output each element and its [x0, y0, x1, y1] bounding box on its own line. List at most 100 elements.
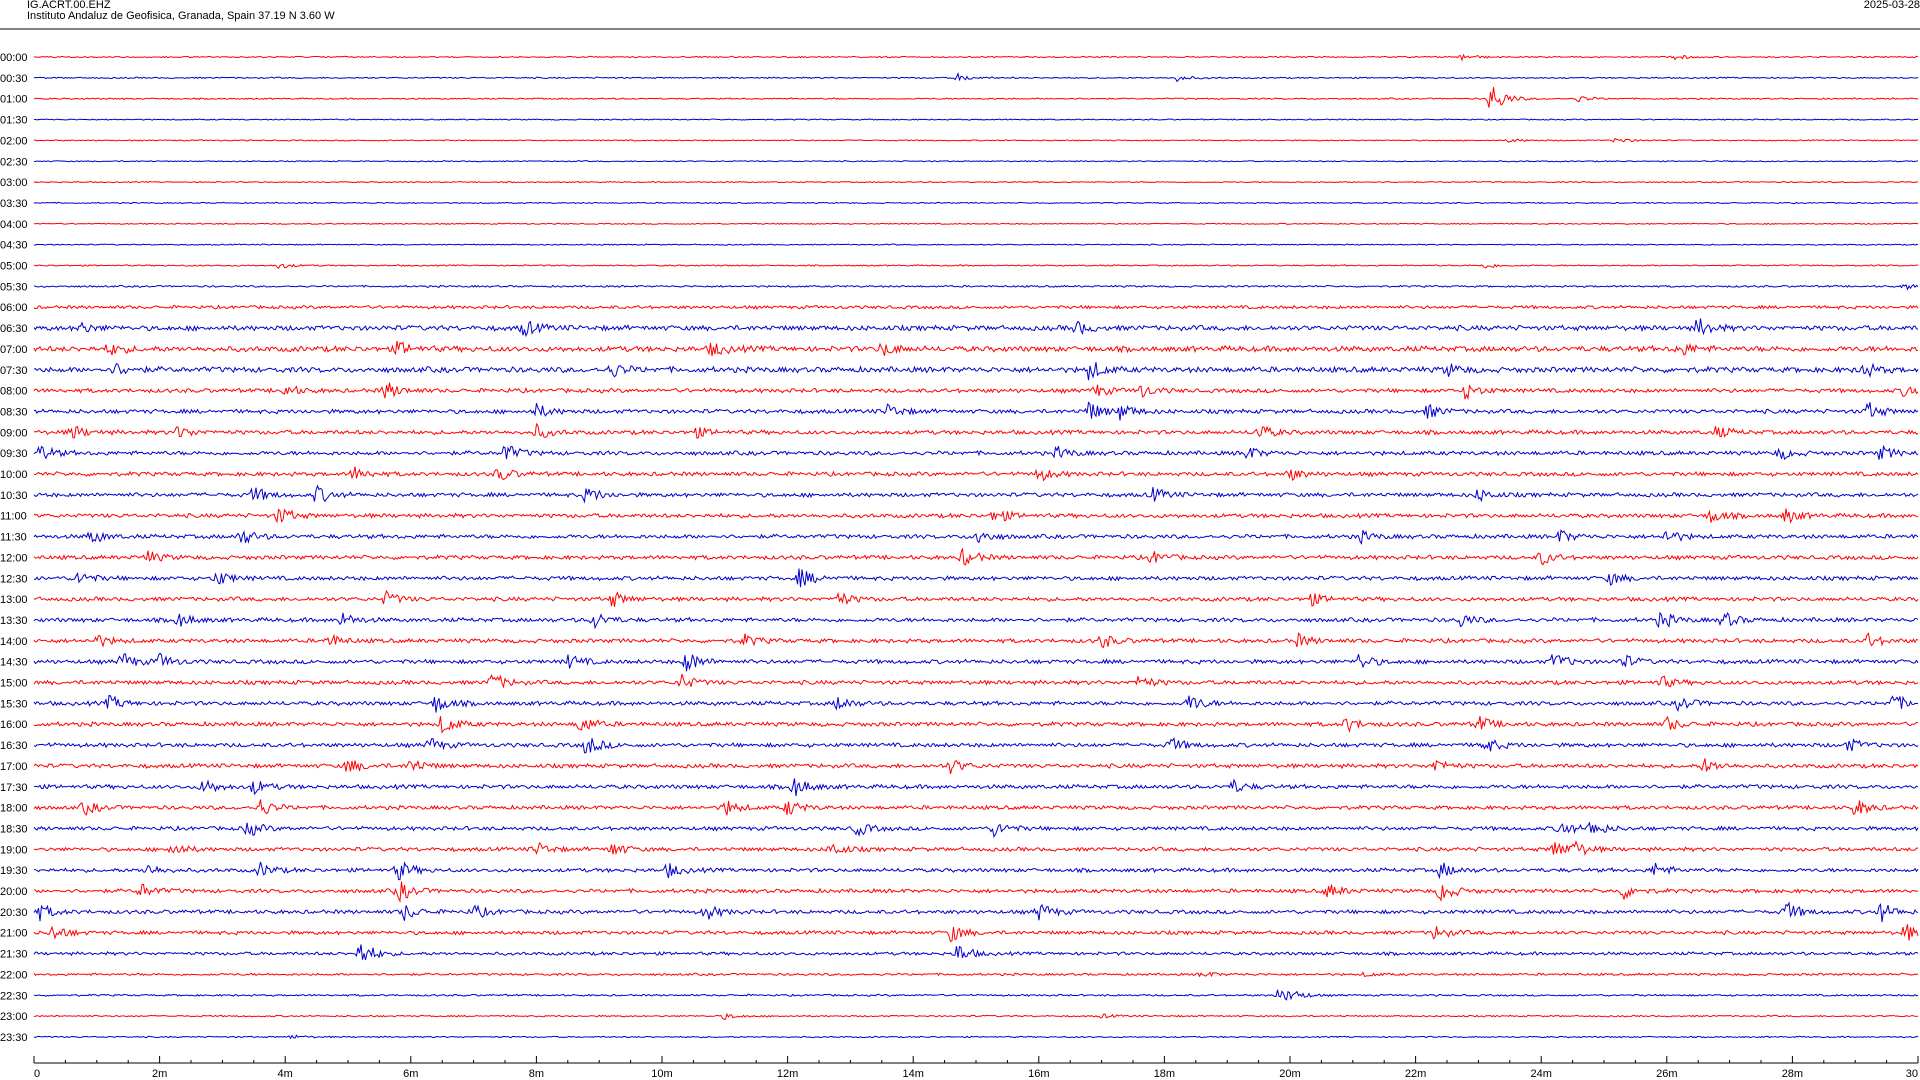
trace-row [33, 401, 1919, 421]
row-time-label: 14:00 [0, 636, 28, 648]
trace-row [33, 382, 1919, 401]
trace-row [33, 362, 1919, 381]
row-time-label: 11:00 [0, 511, 27, 523]
trace-row [33, 1034, 1919, 1040]
row-time-label: 05:00 [0, 261, 28, 273]
trace-row [33, 881, 1919, 903]
row-time-label: 10:00 [0, 469, 28, 481]
trace-row [33, 160, 1919, 163]
trace-row [33, 263, 1919, 270]
trace-row [33, 799, 1919, 816]
row-time-label: 21:30 [0, 949, 28, 961]
row-time-label: 08:00 [0, 386, 28, 398]
trace-row [33, 861, 1919, 881]
seismic-traces [33, 53, 1919, 1040]
row-time-label: 07:00 [0, 344, 28, 356]
time-row-labels: 00:00 00:30 01:00 01:30 02:00 02:30 03:00 03:30… [0, 52, 28, 1044]
row-time-label: 23:00 [0, 1011, 28, 1023]
trace-row [33, 901, 1919, 923]
trace-row [33, 72, 1919, 83]
trace-row [33, 652, 1919, 672]
trace-row [33, 989, 1919, 1001]
row-time-label: 12:30 [0, 573, 28, 585]
trace-row [33, 715, 1919, 734]
trace-row [33, 632, 1919, 648]
row-time-label: 11:30 [0, 532, 27, 544]
trace-row [33, 737, 1919, 754]
row-time-label: 13:00 [0, 594, 28, 606]
trace-row [33, 284, 1919, 291]
row-time-label: 06:30 [0, 323, 28, 335]
trace-row [33, 87, 1919, 108]
trace-row [33, 839, 1919, 856]
trace-row [33, 243, 1919, 246]
row-time-label: 04:00 [0, 219, 28, 231]
x-tick-label: 26m [1656, 1068, 1677, 1080]
trace-row [33, 694, 1919, 713]
row-time-label: 21:00 [0, 928, 28, 940]
row-time-label: 08:30 [0, 407, 28, 419]
row-time-label: 12:00 [0, 552, 28, 564]
trace-row [33, 422, 1919, 439]
row-time-label: 19:30 [0, 865, 28, 877]
trace-row [33, 340, 1919, 357]
row-time-label: 15:30 [0, 698, 28, 710]
trace-row [33, 529, 1919, 545]
trace-row [33, 589, 1919, 607]
row-time-label: 01:30 [0, 115, 28, 127]
row-time-label: 10:30 [0, 490, 28, 502]
row-time-label: 19:00 [0, 844, 28, 856]
x-tick-label: 10m [651, 1068, 672, 1080]
trace-row [33, 1012, 1919, 1020]
trace-row [33, 484, 1919, 504]
x-tick-label: 28m [1782, 1068, 1803, 1080]
trace-row [33, 548, 1919, 566]
x-tick-label: 8m [529, 1068, 544, 1080]
station-location: Instituto Andaluz de Geofisica, Granada,… [27, 10, 335, 22]
row-time-label: 16:00 [0, 719, 28, 731]
row-time-label: 00:00 [0, 52, 28, 64]
row-time-label: 00:30 [0, 73, 28, 85]
x-tick-label: 0 [34, 1068, 40, 1080]
row-time-label: 13:30 [0, 615, 28, 627]
trace-row [33, 318, 1919, 338]
row-time-label: 17:30 [0, 782, 28, 794]
row-time-label: 22:30 [0, 990, 28, 1002]
trace-row [33, 444, 1919, 461]
x-tick-label: 2m [152, 1068, 167, 1080]
trace-row [33, 304, 1919, 310]
x-tick-label: 16m [1028, 1068, 1049, 1080]
row-time-label: 03:00 [0, 177, 28, 189]
trace-row [33, 611, 1919, 630]
x-tick-label: 24m [1530, 1068, 1551, 1080]
row-time-label: 02:30 [0, 156, 28, 168]
row-time-label: 07:30 [0, 365, 28, 377]
trace-row [33, 222, 1919, 225]
x-tick-label: 30 [1906, 1068, 1918, 1080]
recording-date: 2025-03-28 [1863, 0, 1920, 11]
row-time-label: 23:30 [0, 1032, 28, 1044]
x-tick-label: 14m [902, 1068, 923, 1080]
row-time-label: 05:30 [0, 281, 28, 293]
x-tick-label: 18m [1154, 1068, 1175, 1080]
trace-row [33, 53, 1919, 62]
station-code: IG.ACRT.00.EHZ [27, 0, 111, 11]
row-time-label: 14:30 [0, 657, 28, 669]
trace-row [33, 758, 1919, 774]
row-time-label: 01:00 [0, 94, 28, 106]
row-time-label: 06:00 [0, 302, 28, 314]
x-tick-label: 12m [777, 1068, 798, 1080]
row-time-label: 18:30 [0, 824, 28, 836]
trace-row [33, 673, 1919, 689]
row-time-label: 16:30 [0, 740, 28, 752]
trace-row [33, 568, 1919, 588]
row-time-label: 02:00 [0, 135, 28, 147]
trace-row [33, 944, 1919, 961]
x-tick-label: 4m [278, 1068, 293, 1080]
x-tick-label: 6m [403, 1068, 418, 1080]
row-time-label: 20:30 [0, 907, 28, 919]
trace-row [33, 201, 1919, 205]
row-time-label: 09:30 [0, 448, 28, 460]
row-time-label: 22:00 [0, 969, 28, 981]
